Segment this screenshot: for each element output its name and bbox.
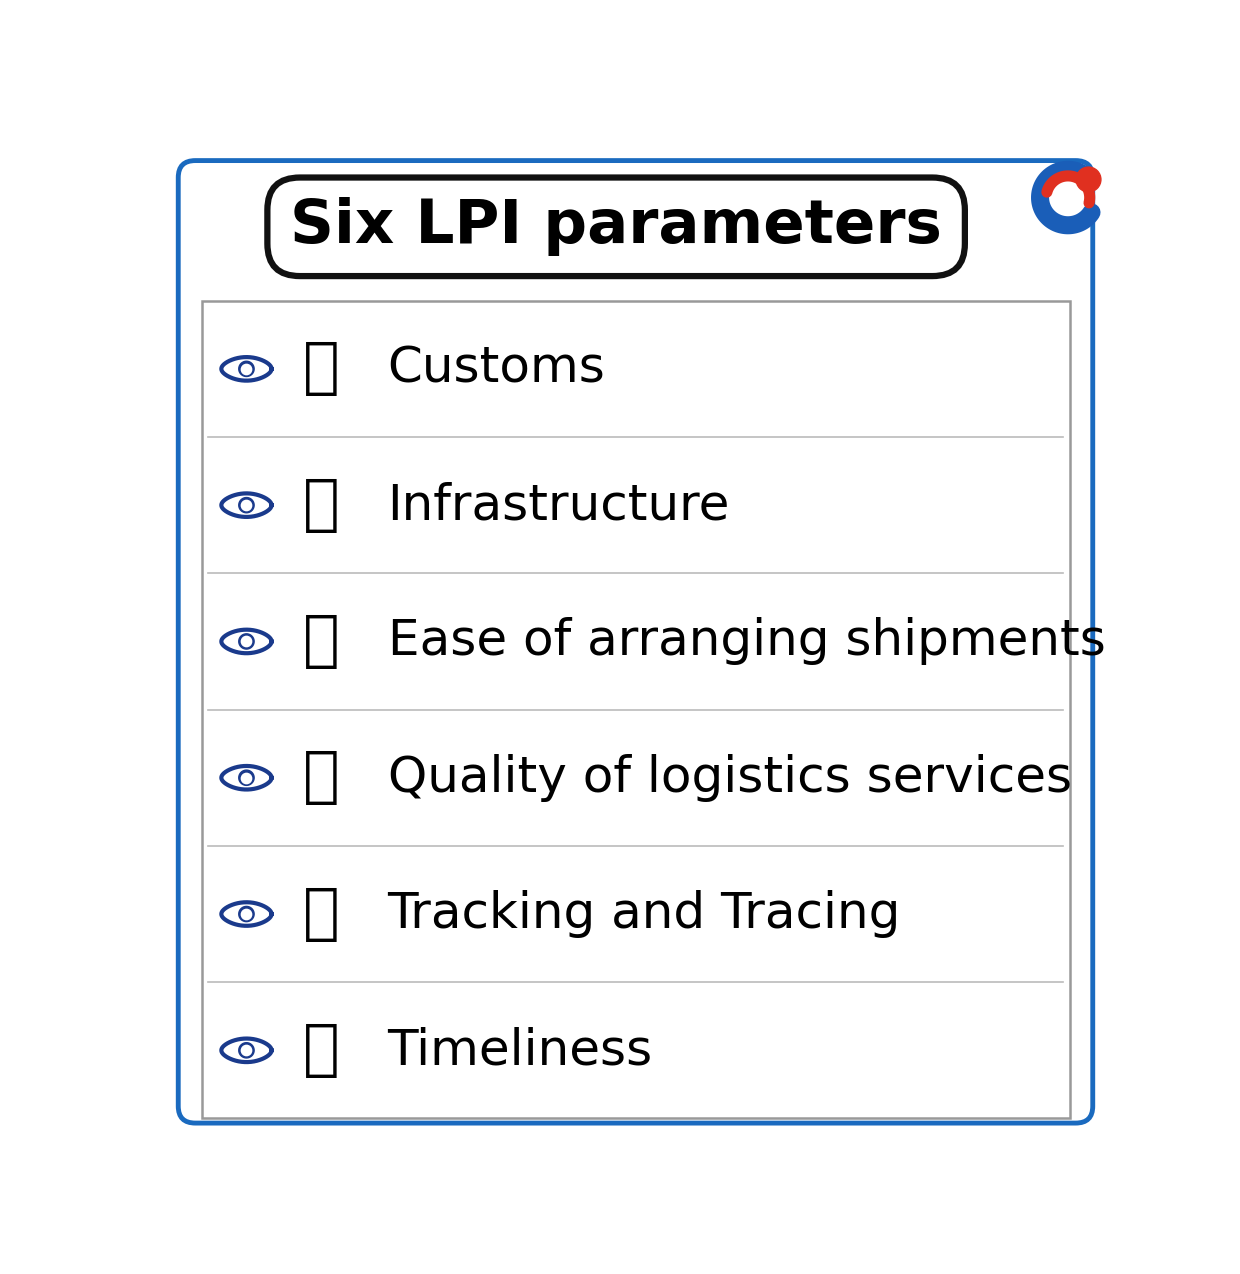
Text: 🏗: 🏗 [304, 475, 340, 535]
Point [237, 631, 257, 651]
Point [237, 1040, 257, 1060]
Polygon shape [239, 1042, 254, 1057]
FancyBboxPatch shape [179, 161, 1092, 1124]
Point [237, 496, 257, 516]
Text: Quality of logistics services: Quality of logistics services [387, 754, 1071, 801]
Point [1078, 169, 1099, 190]
Point [237, 903, 257, 924]
Text: Tracking and Tracing: Tracking and Tracing [387, 891, 901, 938]
Polygon shape [239, 906, 254, 921]
Polygon shape [239, 634, 254, 648]
Point [237, 767, 257, 787]
Text: 📦: 📦 [304, 612, 340, 671]
Text: Customs: Customs [387, 345, 605, 392]
Text: Timeliness: Timeliness [387, 1027, 652, 1074]
FancyBboxPatch shape [201, 301, 1069, 1119]
Text: Ease of arranging shipments: Ease of arranging shipments [387, 618, 1105, 665]
Polygon shape [239, 362, 254, 377]
Text: 📍: 📍 [304, 884, 340, 944]
Polygon shape [239, 769, 254, 785]
Point [237, 359, 257, 380]
Text: 🚛: 🚛 [304, 748, 340, 808]
FancyBboxPatch shape [268, 177, 965, 276]
Polygon shape [239, 498, 254, 512]
Text: Infrastructure: Infrastructure [387, 482, 730, 529]
Text: Six LPI parameters: Six LPI parameters [290, 197, 942, 256]
Text: ⏳: ⏳ [304, 1020, 340, 1080]
Text: 🔧: 🔧 [304, 339, 340, 399]
